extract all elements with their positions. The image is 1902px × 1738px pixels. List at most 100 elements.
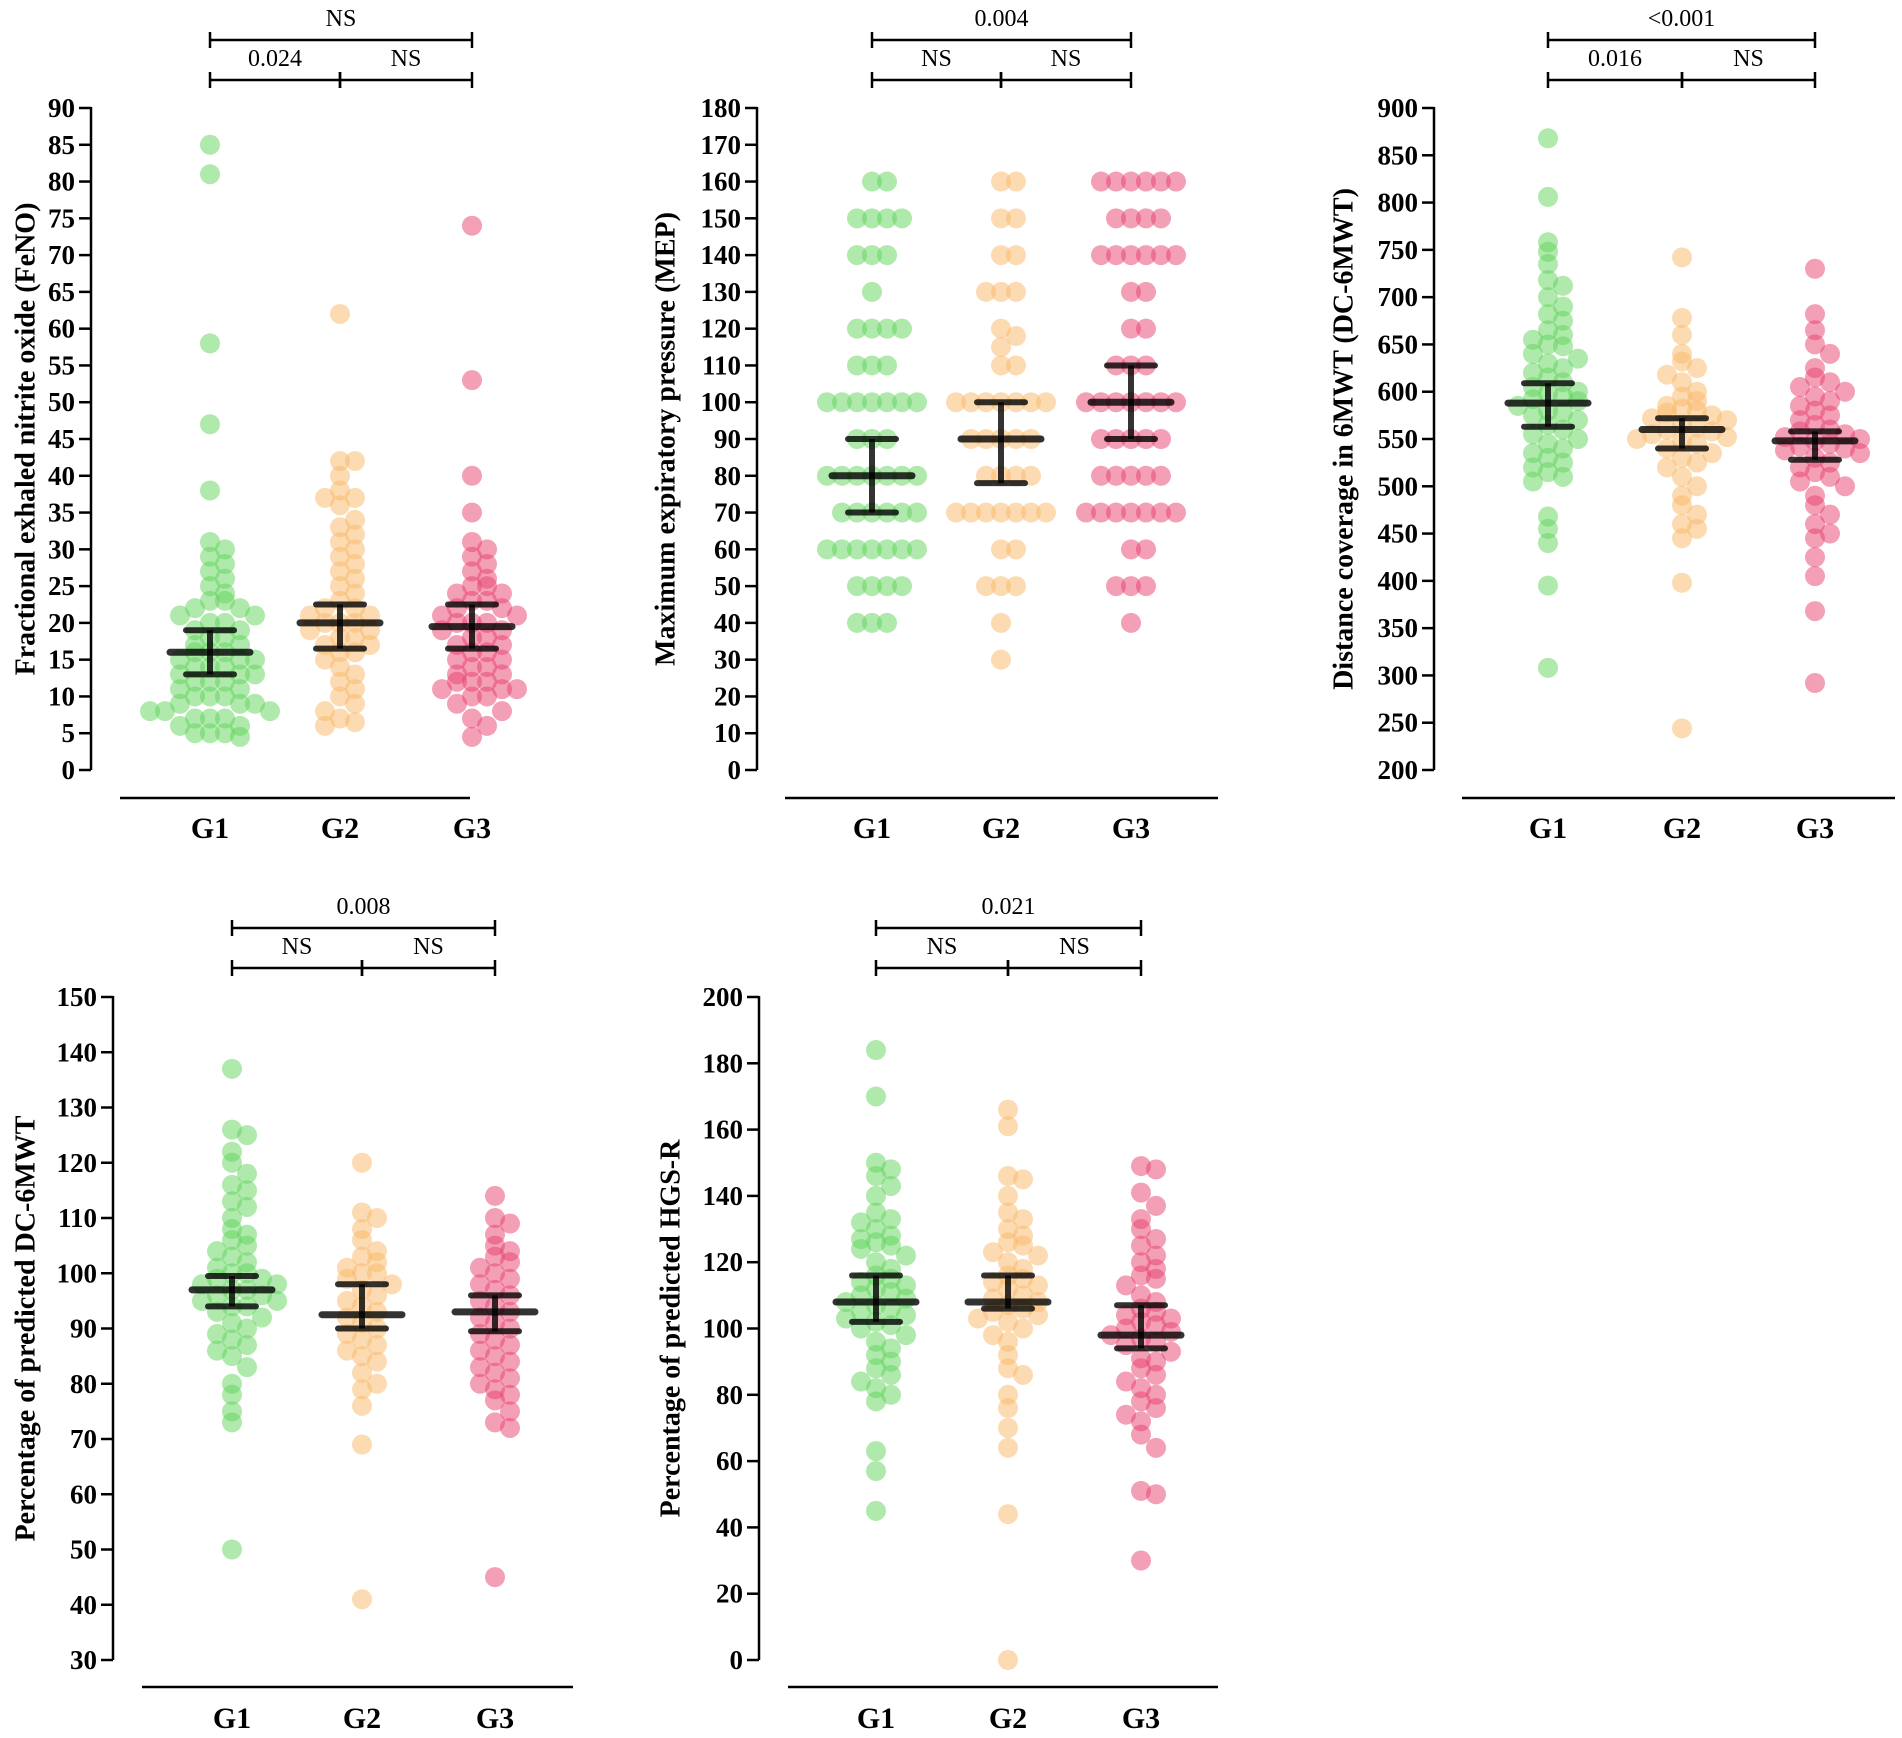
significance-label: NS bbox=[391, 46, 422, 72]
data-point-g2 bbox=[345, 627, 365, 648]
data-point-g2 bbox=[1013, 1318, 1033, 1339]
y-tick-label: 35 bbox=[48, 498, 75, 528]
y-tick-label: 750 bbox=[1378, 235, 1419, 265]
data-point-g3 bbox=[1775, 440, 1795, 461]
data-point-g3 bbox=[477, 539, 497, 560]
significance-bracket: 0.008 bbox=[230, 894, 497, 936]
data-point-g3 bbox=[485, 1362, 505, 1383]
data-point-g3 bbox=[1820, 372, 1840, 393]
data-point-g2 bbox=[998, 1311, 1018, 1332]
data-point-g3 bbox=[1805, 547, 1825, 568]
data-point-g3 bbox=[470, 1274, 490, 1295]
data-point-g3 bbox=[500, 1417, 520, 1438]
data-point-g1 bbox=[200, 546, 220, 567]
data-point-g3 bbox=[485, 1412, 505, 1433]
data-point-g3 bbox=[485, 1329, 505, 1350]
data-point-g3 bbox=[1131, 1424, 1151, 1445]
data-point-g1 bbox=[847, 318, 867, 339]
data-point-g3 bbox=[1131, 1550, 1151, 1571]
data-point-g2 bbox=[991, 281, 1011, 302]
data-point-g2 bbox=[998, 1650, 1018, 1670]
data-point-g2 bbox=[330, 495, 350, 516]
data-point-g2 bbox=[1006, 245, 1026, 266]
data-point-g1 bbox=[200, 134, 220, 155]
data-point-g1 bbox=[847, 612, 867, 633]
data-point-g3 bbox=[500, 1335, 520, 1356]
data-point-g1 bbox=[847, 245, 867, 266]
data-point-g2 bbox=[367, 1208, 387, 1228]
chart-panel-2: 0 10 20 30 40 50 60 70 80 90 100 110 120 130 140 150 160… bbox=[650, 6, 1218, 845]
y-tick-label: 80 bbox=[714, 461, 741, 491]
data-point-g1 bbox=[222, 1312, 242, 1333]
data-point-g3 bbox=[477, 576, 497, 597]
y-tick-label: 50 bbox=[70, 1535, 97, 1565]
data-point-g2 bbox=[330, 686, 350, 707]
chart-panel-5: 0 20 40 60 80 100 120 140 160 180 200 Percentage of… bbox=[655, 894, 1218, 1735]
data-point-g3 bbox=[1121, 539, 1141, 560]
data-point-g2 bbox=[382, 1274, 402, 1295]
data-point-g1 bbox=[200, 414, 220, 435]
y-tick-label: 120 bbox=[703, 1247, 744, 1277]
y-tick-label: 200 bbox=[703, 982, 744, 1012]
significance-bracket: NS bbox=[230, 934, 364, 976]
data-point-g3 bbox=[1131, 1358, 1151, 1379]
data-point-g3 bbox=[462, 531, 482, 552]
data-point-g1 bbox=[1538, 304, 1558, 325]
data-point-g3 bbox=[1790, 395, 1810, 416]
y-tick-label: 20 bbox=[714, 681, 741, 711]
data-point-g3 bbox=[477, 671, 497, 692]
data-point-g2 bbox=[330, 303, 350, 324]
data-point-g3 bbox=[1151, 171, 1171, 192]
data-point-g2 bbox=[961, 392, 981, 413]
data-point-g3 bbox=[1151, 465, 1171, 486]
data-point-g3 bbox=[1820, 405, 1840, 426]
data-point-g1 bbox=[185, 686, 205, 707]
data-point-g1 bbox=[1553, 452, 1573, 473]
data-point-g1 bbox=[1553, 310, 1573, 331]
data-point-g3 bbox=[462, 561, 482, 582]
data-point-g1 bbox=[140, 701, 160, 722]
y-tick-label: 70 bbox=[48, 240, 75, 270]
data-point-g1 bbox=[832, 502, 852, 523]
data-point-g1 bbox=[866, 1185, 886, 1206]
significance-label: NS bbox=[1733, 46, 1764, 72]
data-point-g3 bbox=[470, 1357, 490, 1378]
significance-bracket: NS bbox=[874, 934, 1010, 976]
data-point-g1 bbox=[907, 392, 927, 413]
data-point-g1 bbox=[222, 1230, 242, 1251]
data-point-g2 bbox=[1672, 528, 1692, 549]
data-point-g3 bbox=[1820, 466, 1840, 487]
data-point-g3 bbox=[1116, 1275, 1136, 1296]
data-point-g2 bbox=[998, 1398, 1018, 1419]
data-point-g1 bbox=[237, 1318, 257, 1339]
y-tick-label: 70 bbox=[714, 498, 741, 528]
data-point-g1 bbox=[245, 605, 265, 626]
y-tick-label: 90 bbox=[48, 93, 75, 123]
data-point-g1 bbox=[862, 392, 882, 413]
data-point-g3 bbox=[1146, 1195, 1166, 1216]
data-point-g1 bbox=[877, 576, 897, 597]
data-point-g3 bbox=[492, 583, 512, 604]
data-point-g3 bbox=[1835, 476, 1855, 497]
y-tick-label: 70 bbox=[70, 1424, 97, 1454]
data-point-g2 bbox=[352, 1362, 372, 1383]
data-point-g2 bbox=[1021, 392, 1041, 413]
data-point-g3 bbox=[1805, 367, 1825, 388]
y-tick-label: 170 bbox=[701, 130, 742, 160]
x-tick-label-g3: G3 bbox=[476, 1702, 514, 1735]
data-point-g1 bbox=[185, 708, 205, 729]
data-point-g1 bbox=[881, 1364, 901, 1385]
y-tick-label: 90 bbox=[714, 424, 741, 454]
data-point-g2 bbox=[998, 1358, 1018, 1379]
data-point-g1 bbox=[237, 1163, 257, 1184]
data-point-g3 bbox=[462, 465, 482, 486]
data-point-g1 bbox=[907, 539, 927, 560]
data-point-g3 bbox=[1805, 386, 1825, 407]
data-point-g3 bbox=[1146, 1228, 1166, 1249]
data-point-g1 bbox=[877, 208, 897, 229]
data-point-g1 bbox=[230, 726, 250, 747]
data-point-g3 bbox=[1146, 1315, 1166, 1336]
data-point-g3 bbox=[1121, 502, 1141, 523]
y-tick-label: 550 bbox=[1378, 424, 1419, 454]
